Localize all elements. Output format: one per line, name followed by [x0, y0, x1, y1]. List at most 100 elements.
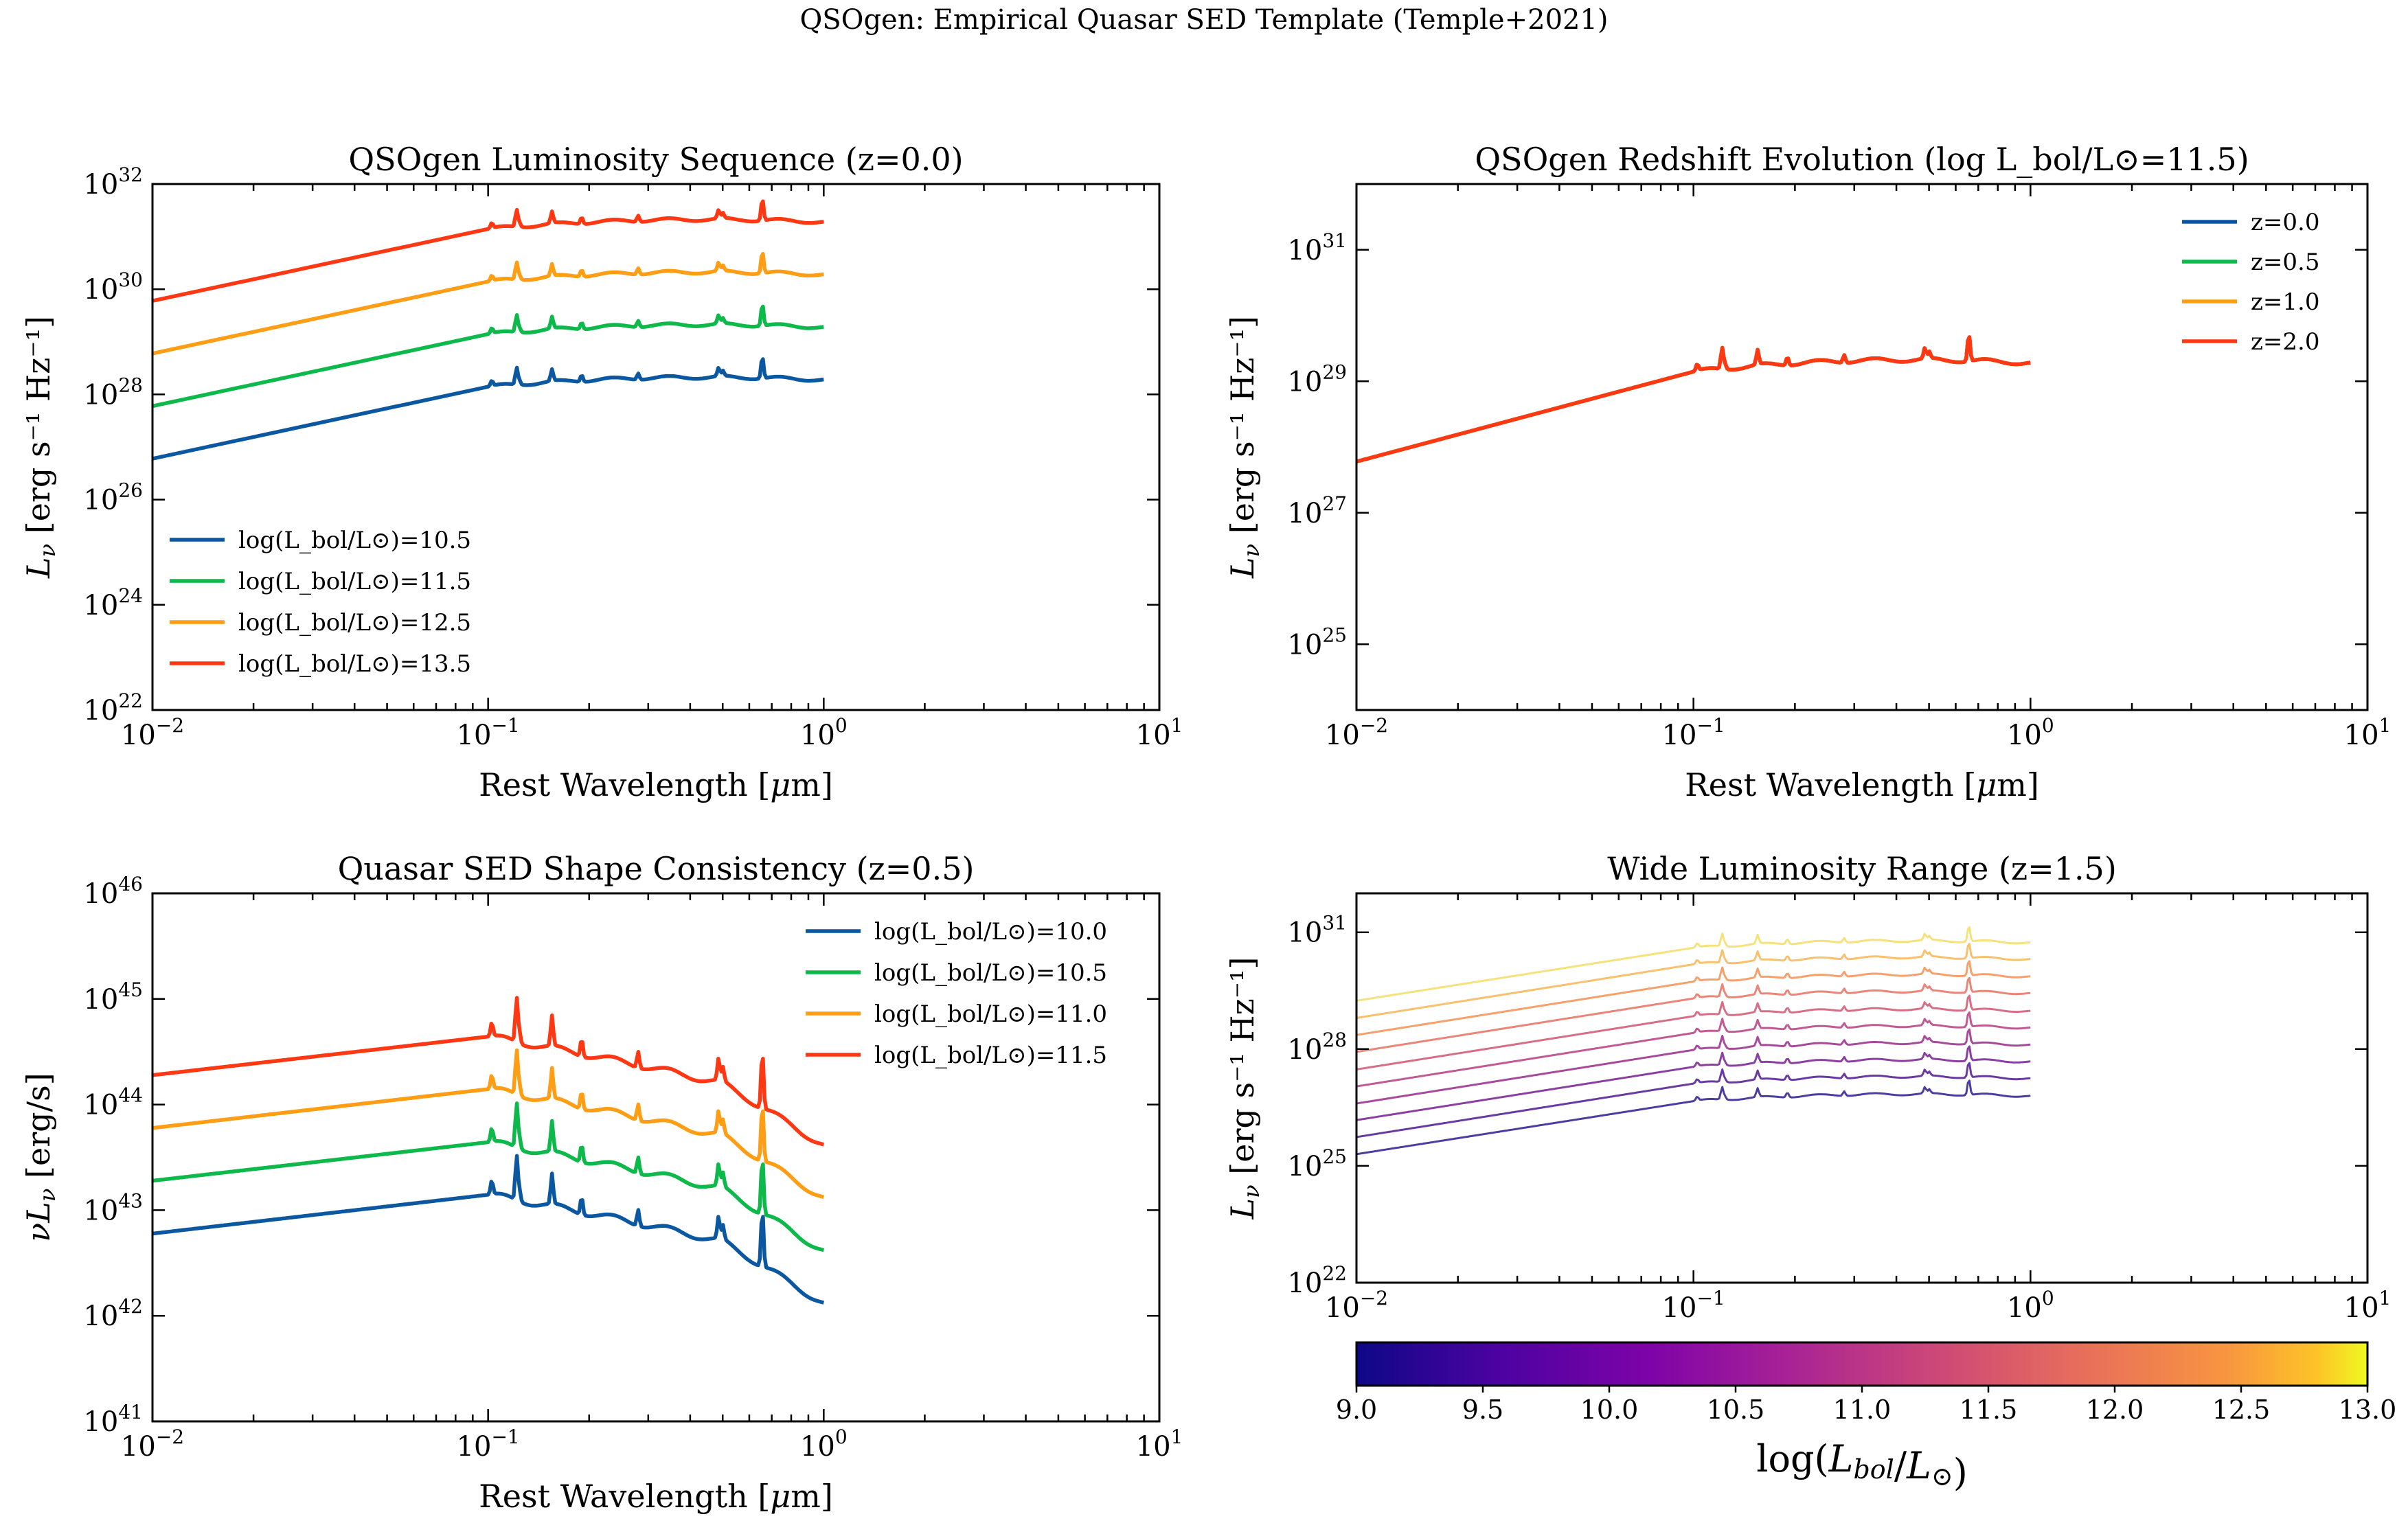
series-line — [1356, 976, 2031, 1053]
figure-title: QSOgen: Empirical Quasar SED Template (T… — [799, 4, 1609, 36]
x-tick-label: 10−2 — [121, 1425, 184, 1463]
subplot-title: QSOgen Luminosity Sequence (z=0.0) — [348, 141, 963, 178]
series-line — [1356, 1028, 2031, 1105]
series-group — [1356, 335, 2031, 463]
series-line — [1356, 1011, 2031, 1088]
y-tick-label: 1030 — [83, 268, 143, 306]
series-line — [1356, 960, 2031, 1036]
legend: log(L_bol/L⊙)=10.0 log(L_bol/L⊙)=10.5 log(… — [806, 918, 1107, 1069]
x-tick-label: 10−1 — [1662, 1287, 1725, 1324]
colorbar-tick-label: 13.0 — [2339, 1395, 2397, 1425]
legend-entry: log(L_bol/L⊙)=10.5 — [238, 527, 471, 554]
axes-frame — [1355, 183, 2369, 711]
series-line — [152, 1154, 825, 1305]
y-tick-label: 1028 — [1287, 1029, 1347, 1066]
y-axis-label: Lν [erg s⁻¹ Hz⁻¹] — [1224, 316, 1264, 579]
x-tick-label: 101 — [2344, 1287, 2392, 1324]
colorbar-tick-label: 9.5 — [1462, 1395, 1503, 1425]
colorbar-tick-label: 12.5 — [2212, 1395, 2271, 1425]
y-tick-label: 1026 — [83, 479, 143, 516]
colorbar-label: log(Lbol/L⊙) — [1756, 1437, 1968, 1494]
y-tick-label: 1044 — [83, 1084, 143, 1121]
axes-frame — [1355, 892, 2369, 1284]
series-line — [152, 1101, 825, 1252]
colorbar-gradient — [1355, 1341, 2369, 1387]
legend: z=0.0 z=0.5 z=1.0 z=2.0 — [2182, 209, 2319, 356]
y-tick-label: 1046 — [83, 873, 143, 910]
series-line — [1356, 1045, 2031, 1121]
colorbar-tick-label: 10.0 — [1580, 1395, 1639, 1425]
x-tick-label: 100 — [800, 1425, 848, 1463]
x-axis-label: Rest Wavelength [μm] — [1685, 766, 2039, 803]
legend-entry: z=2.0 — [2251, 328, 2319, 356]
axes-frame — [151, 892, 1161, 1423]
colorbar: 9.0 9.5 10.0 10.5 11.0 11.5 12.0 12.5 13.0 log(Lb… — [1336, 1341, 2397, 1494]
legend-entry: log(L_bol/L⊙)=12.5 — [238, 609, 471, 637]
x-tick-label: 100 — [2007, 1287, 2054, 1324]
colorbar-tick-label: 10.5 — [1707, 1395, 1765, 1425]
x-tick-label: 10−2 — [1325, 714, 1388, 751]
y-tick-label: 1028 — [83, 374, 143, 411]
x-tick-label: 100 — [800, 714, 848, 751]
series-line — [152, 996, 825, 1147]
legend-entry: z=1.0 — [2251, 288, 2319, 316]
subplot-1: 10−2 10−1 100 101 1022 1024 1026 1028 1030 1032 QS… — [20, 141, 1183, 803]
y-tick-label: 1045 — [83, 978, 143, 1016]
y-tick-label: 1027 — [1287, 492, 1347, 529]
x-tick-label: 10−1 — [457, 714, 520, 751]
y-tick-label: 1022 — [83, 689, 143, 726]
x-tick-label: 10−2 — [1325, 1287, 1388, 1324]
legend-entry: log(L_bol/L⊙)=11.5 — [874, 1042, 1107, 1069]
x-tick-label: 101 — [2344, 714, 2392, 751]
x-tick-label: 10−1 — [457, 1425, 520, 1463]
series-group — [1356, 926, 2031, 1156]
legend-entry: log(L_bol/L⊙)=11.0 — [874, 1000, 1107, 1028]
series-line — [1356, 926, 2031, 1002]
series-line — [152, 199, 824, 303]
y-tick-label: 1022 — [1287, 1262, 1347, 1299]
y-tick-label: 1042 — [83, 1295, 143, 1332]
subplot-2: 10−2 10−1 100 101 1025 1027 1029 1031 QSOgen Red… — [1224, 141, 2391, 803]
series-line — [152, 1048, 825, 1200]
subplot-4: 10−2 10−1 100 101 1022 1025 1028 1031 Wide Lumin… — [1224, 850, 2391, 1376]
legend-entry: log(L_bol/L⊙)=10.0 — [874, 918, 1107, 946]
x-tick-label: 10−1 — [1662, 714, 1725, 751]
y-tick-label: 1032 — [83, 163, 143, 201]
colorbar-tick-label: 11.5 — [1960, 1395, 2018, 1425]
x-tick-label: 101 — [1136, 1425, 1183, 1463]
colorbar-tick-label: 9.0 — [1336, 1395, 1377, 1425]
series-line — [1356, 1079, 2031, 1156]
series-group — [152, 199, 824, 461]
series-line — [1356, 943, 2031, 1019]
legend-entry: z=0.0 — [2251, 209, 2319, 236]
y-tick-label: 1041 — [83, 1401, 143, 1438]
series-line — [152, 357, 824, 461]
series-line — [1356, 335, 2031, 463]
series-line — [1356, 994, 2031, 1070]
x-tick-label: 101 — [1136, 714, 1183, 751]
y-tick-label: 1031 — [1287, 912, 1347, 949]
series-line — [152, 304, 824, 409]
subplot-title: Quasar SED Shape Consistency (z=0.5) — [338, 850, 975, 887]
legend-entry: z=0.5 — [2251, 249, 2319, 276]
series-group — [152, 996, 825, 1305]
axes-frame — [151, 183, 1161, 711]
colorbar-tick-label: 11.0 — [1833, 1395, 1892, 1425]
y-axis-label: νLν [erg/s] — [20, 1073, 60, 1241]
y-tick-label: 1029 — [1287, 360, 1347, 398]
y-tick-label: 1025 — [1287, 623, 1347, 661]
colorbar-tick-label: 12.0 — [2086, 1395, 2144, 1425]
y-tick-label: 1024 — [83, 584, 143, 621]
series-line — [1356, 1062, 2031, 1138]
y-axis-label: Lν [erg s⁻¹ Hz⁻¹] — [1224, 957, 1264, 1220]
x-axis-label: Rest Wavelength [μm] — [479, 1478, 833, 1515]
series-line — [152, 252, 824, 356]
legend-entry: log(L_bol/L⊙)=13.5 — [238, 650, 471, 678]
y-axis-label: Lν [erg s⁻¹ Hz⁻¹] — [20, 316, 60, 579]
x-axis-label: Rest Wavelength [μm] — [479, 766, 833, 803]
y-tick-label: 1025 — [1287, 1145, 1347, 1182]
x-tick-label: 10−2 — [121, 714, 184, 751]
legend-entry: log(L_bol/L⊙)=10.5 — [874, 959, 1107, 987]
subplot-3: 10−2 10−1 100 101 1041 1042 1043 1044 1045 1046 Qu… — [20, 850, 1183, 1515]
